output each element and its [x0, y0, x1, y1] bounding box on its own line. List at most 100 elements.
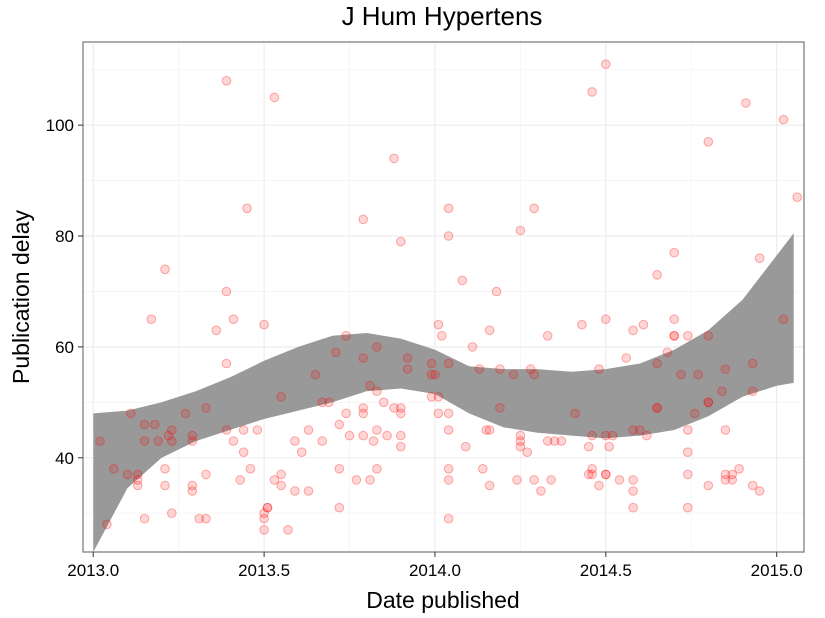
data-point	[433, 392, 444, 402]
data-point	[727, 475, 738, 485]
data-point	[747, 358, 758, 369]
data-point	[221, 286, 232, 297]
data-point	[457, 275, 468, 286]
data-point	[703, 397, 714, 408]
data-point	[396, 236, 406, 247]
data-point	[324, 397, 334, 408]
data-point	[621, 353, 632, 363]
data-point	[139, 419, 150, 430]
data-point	[662, 347, 673, 358]
data-point	[245, 464, 256, 474]
data-point	[296, 447, 307, 458]
data-point	[341, 331, 351, 341]
data-point	[587, 430, 597, 441]
data-point	[652, 403, 662, 413]
data-point	[467, 342, 478, 352]
data-point	[525, 364, 536, 374]
data-point	[484, 480, 495, 491]
data-point	[290, 436, 300, 446]
data-point	[741, 98, 751, 108]
data-point	[481, 425, 492, 435]
data-point	[201, 469, 211, 480]
y-tick-label: 100	[46, 116, 74, 135]
x-tick-label: 2013.5	[238, 561, 290, 580]
data-point	[601, 59, 611, 69]
data-point	[703, 331, 714, 341]
data-points-layer	[95, 59, 803, 535]
data-point	[433, 319, 444, 330]
data-point	[372, 386, 382, 397]
data-point	[426, 369, 437, 380]
data-point	[717, 386, 727, 397]
data-point	[703, 480, 714, 491]
data-point	[703, 397, 714, 408]
x-axis: 2013.0 2013.5 2014.0 2014.5 2015.0	[67, 552, 803, 580]
data-point	[194, 513, 204, 524]
data-point	[522, 447, 533, 458]
data-point	[529, 369, 539, 380]
x-tick-label: 2015.0	[751, 561, 803, 580]
data-point	[235, 475, 245, 485]
data-point	[153, 436, 163, 446]
data-point	[221, 76, 232, 86]
data-point	[269, 475, 280, 485]
data-point	[368, 436, 379, 446]
data-point	[358, 353, 369, 363]
data-point	[437, 331, 447, 341]
data-point	[126, 408, 136, 419]
data-point	[358, 430, 369, 441]
data-point	[556, 436, 567, 446]
data-point	[683, 469, 693, 480]
data-point	[683, 425, 693, 435]
data-point	[594, 364, 604, 374]
data-point	[642, 430, 652, 441]
data-point	[720, 364, 731, 374]
data-point	[389, 153, 399, 164]
data-point	[146, 314, 157, 325]
data-point	[601, 314, 611, 325]
data-point	[122, 469, 133, 480]
data-point	[683, 331, 693, 341]
data-point	[276, 480, 287, 491]
data-point	[317, 436, 328, 446]
data-point	[201, 403, 211, 413]
data-point	[515, 225, 526, 236]
data-point	[259, 319, 269, 330]
data-point	[211, 325, 222, 336]
data-point	[389, 403, 399, 413]
chart-title: J Hum Hypertens	[342, 1, 543, 31]
data-point	[515, 441, 526, 452]
data-point	[180, 408, 191, 419]
data-point	[536, 486, 546, 496]
data-point	[628, 475, 638, 485]
data-point	[167, 425, 177, 435]
data-point	[443, 464, 454, 474]
data-point	[109, 464, 119, 474]
data-point	[635, 425, 645, 435]
data-point	[358, 408, 369, 419]
data-point	[628, 325, 638, 336]
data-point	[132, 480, 143, 491]
data-point	[426, 358, 437, 369]
data-point	[334, 464, 345, 474]
data-point	[638, 319, 649, 330]
data-point	[334, 419, 345, 430]
data-point	[607, 430, 618, 441]
data-point	[587, 469, 597, 480]
data-point	[689, 408, 700, 419]
data-point	[601, 469, 611, 480]
data-point	[344, 430, 355, 441]
data-point	[132, 475, 143, 485]
data-point	[594, 480, 604, 491]
data-point	[720, 475, 731, 485]
data-point	[747, 386, 758, 397]
plot-panel-border	[82, 41, 805, 553]
data-point	[221, 358, 232, 369]
data-point	[341, 408, 351, 419]
data-point	[402, 353, 413, 363]
data-point	[396, 408, 406, 419]
data-point	[262, 502, 273, 513]
data-point	[734, 464, 744, 474]
data-point	[529, 475, 539, 485]
